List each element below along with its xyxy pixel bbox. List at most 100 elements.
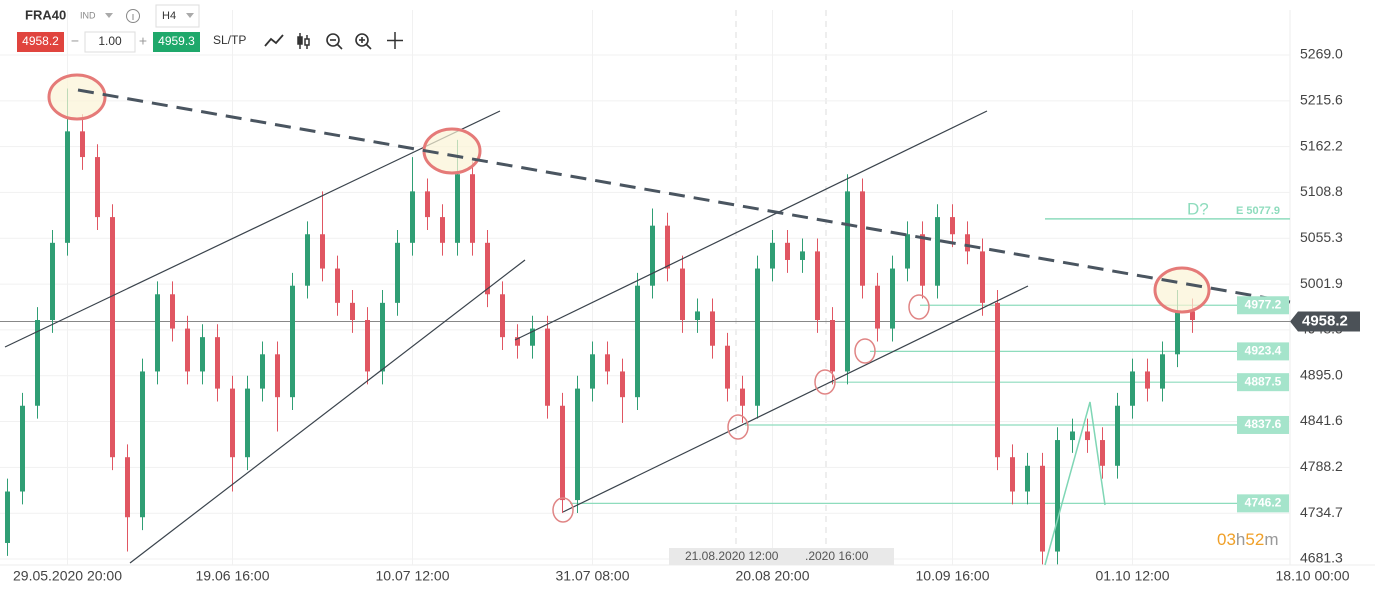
level-tag bbox=[1237, 373, 1289, 392]
candle-body bbox=[500, 294, 505, 338]
current-price-tag bbox=[1290, 311, 1360, 332]
dropdown-icon[interactable] bbox=[105, 13, 113, 18]
candle-body bbox=[365, 320, 370, 372]
candle-body bbox=[1130, 371, 1135, 406]
x-tick-label: 19.06 16:00 bbox=[196, 568, 270, 584]
countdown-part: 52 bbox=[1245, 530, 1264, 549]
crosshair-tag bbox=[669, 548, 796, 565]
candle-body bbox=[710, 311, 715, 346]
current-price-label: 4958.2 bbox=[1302, 313, 1348, 330]
candle-body bbox=[170, 294, 175, 329]
level-tag bbox=[1237, 342, 1289, 361]
candle-body bbox=[440, 217, 445, 243]
candles bbox=[5, 88, 1195, 565]
sltp[interactable]: SL/TP bbox=[213, 33, 246, 47]
volume-input[interactable] bbox=[84, 31, 136, 53]
minus[interactable]: − bbox=[71, 33, 79, 49]
candle-body bbox=[965, 234, 970, 252]
timeframe-box[interactable] bbox=[155, 4, 200, 28]
zoom-out-icon[interactable] bbox=[326, 33, 343, 50]
candle-body bbox=[995, 302, 1000, 458]
level-label: 4746.2 bbox=[1245, 496, 1282, 510]
candle-body bbox=[20, 405, 25, 492]
y-tick-label: 4734.7 bbox=[1300, 504, 1343, 520]
highlight-circle bbox=[47, 73, 107, 121]
candle-body bbox=[1190, 311, 1195, 321]
candle-icon[interactable] bbox=[297, 33, 310, 49]
target-tag: E 5077.9 bbox=[1236, 205, 1280, 217]
x-tick-label: 31.07 08:00 bbox=[556, 568, 630, 584]
sell-button[interactable] bbox=[17, 32, 64, 52]
candle-body bbox=[1070, 431, 1075, 441]
candle-body bbox=[650, 225, 655, 286]
candle-body bbox=[980, 251, 985, 303]
level-label: 4977.2 bbox=[1245, 297, 1282, 311]
candle-body bbox=[845, 191, 850, 372]
level-label: 4887.5 bbox=[1245, 374, 1282, 388]
crosshair-label: .2020 16:00 bbox=[805, 549, 869, 563]
crosshair-tag bbox=[795, 548, 894, 565]
candle-body bbox=[740, 388, 745, 406]
candle-body bbox=[860, 191, 865, 286]
candle-body bbox=[260, 354, 265, 389]
candle-body bbox=[215, 337, 220, 389]
candle-body bbox=[5, 491, 10, 543]
candle-body bbox=[905, 234, 910, 269]
candle-body bbox=[425, 191, 430, 218]
dashed-trend-line bbox=[77, 88, 1291, 304]
candle-body bbox=[80, 131, 85, 158]
trend-line bbox=[562, 285, 1029, 513]
candle-body bbox=[245, 388, 250, 458]
candle-body bbox=[65, 131, 70, 243]
y-tick-label: 4895.0 bbox=[1300, 366, 1343, 382]
countdown-part: 03 bbox=[1217, 530, 1236, 549]
countdown-part: m bbox=[1264, 530, 1278, 549]
drawings bbox=[4, 73, 1291, 566]
candle-body bbox=[560, 405, 565, 501]
trend-line bbox=[514, 110, 988, 341]
y-tick-label: 4841.6 bbox=[1300, 412, 1343, 428]
candle-body bbox=[800, 251, 805, 260]
candle-body bbox=[620, 371, 625, 398]
touch-circle bbox=[727, 414, 749, 440]
candle-body bbox=[470, 174, 475, 243]
pan-icon[interactable] bbox=[387, 32, 403, 49]
x-tick-label: 29.05.2020 20:00 bbox=[13, 568, 122, 584]
candle-body bbox=[335, 268, 340, 303]
candle-body bbox=[290, 285, 295, 398]
symbol: FRA40 bbox=[25, 7, 66, 22]
candle-body bbox=[305, 234, 310, 286]
plus[interactable]: + bbox=[139, 33, 147, 49]
candle-body bbox=[725, 345, 730, 389]
buy-button[interactable] bbox=[153, 32, 200, 52]
countdown: 03h52m bbox=[1217, 530, 1278, 549]
candle-body bbox=[950, 217, 955, 235]
candle-body bbox=[830, 320, 835, 372]
info-icon[interactable] bbox=[126, 9, 140, 23]
candle-body bbox=[155, 294, 160, 372]
candle-body bbox=[785, 242, 790, 260]
timeframe: H4 bbox=[162, 10, 176, 22]
market: IND bbox=[80, 10, 96, 20]
x-tick-label: 18.10 00:00 bbox=[1276, 568, 1350, 584]
zoom-in-icon[interactable] bbox=[355, 33, 372, 50]
candle-body bbox=[1115, 405, 1120, 466]
candle-body bbox=[935, 217, 940, 286]
candle-body bbox=[815, 251, 820, 321]
grid bbox=[0, 10, 1290, 565]
candle-body bbox=[680, 268, 685, 321]
line-chart-icon[interactable] bbox=[264, 34, 284, 47]
candle-body bbox=[1100, 440, 1105, 466]
level-tag bbox=[1237, 296, 1289, 315]
candle-body bbox=[635, 285, 640, 398]
candle-body bbox=[35, 320, 40, 406]
sell-price: 4958.2 bbox=[22, 34, 59, 48]
candle-body bbox=[1010, 457, 1015, 492]
candle-body bbox=[320, 234, 325, 269]
candle-body bbox=[275, 354, 280, 398]
header: FRA40 IND H4 4958.2 − 1.00 + 4959.3 SL/T… bbox=[17, 4, 403, 53]
candle-body bbox=[1055, 440, 1060, 552]
candle-body bbox=[455, 174, 460, 243]
trend-line bbox=[4, 110, 501, 348]
